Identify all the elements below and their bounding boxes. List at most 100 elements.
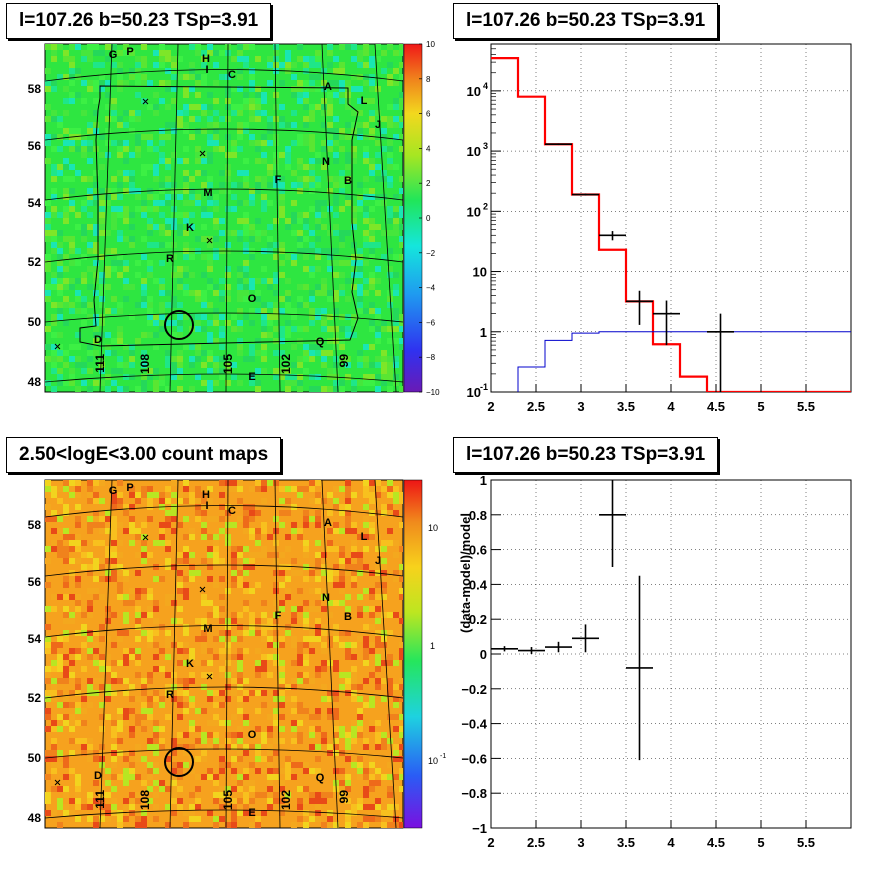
map-pixel — [117, 194, 123, 200]
map-pixel — [153, 242, 159, 248]
map-pixel — [351, 528, 357, 534]
map-pixel — [363, 648, 369, 654]
map-pixel — [63, 792, 69, 798]
map-pixel — [171, 266, 177, 272]
map-pixel — [339, 576, 345, 582]
map-pixel — [99, 86, 105, 92]
map-pixel — [297, 720, 303, 726]
map-pixel — [117, 492, 123, 498]
map-pixel — [243, 272, 249, 278]
map-pixel — [159, 326, 165, 332]
map-pixel — [279, 188, 285, 194]
map-pixel — [153, 762, 159, 768]
map-pixel — [183, 182, 189, 188]
map-pixel — [219, 374, 225, 380]
map-pixel — [87, 44, 93, 50]
map-pixel — [249, 68, 255, 74]
map-pixel — [51, 690, 57, 696]
map-pixel — [81, 134, 87, 140]
map-pixel — [315, 344, 321, 350]
map-pixel — [135, 110, 141, 116]
map-pixel — [321, 594, 327, 600]
map-pixel — [333, 564, 339, 570]
map-pixel — [327, 290, 333, 296]
map-pixel — [147, 164, 153, 170]
map-pixel — [267, 128, 273, 134]
map-pixel — [219, 368, 225, 374]
map-pixel — [369, 606, 375, 612]
map-pixel — [75, 792, 81, 798]
map-pixel — [105, 92, 111, 98]
map-pixel — [297, 660, 303, 666]
map-pixel — [45, 672, 51, 678]
map-pixel — [315, 104, 321, 110]
map-pixel — [315, 624, 321, 630]
map-pixel — [153, 164, 159, 170]
map-pixel — [57, 750, 63, 756]
map-pixel — [291, 720, 297, 726]
map-pixel — [81, 804, 87, 810]
map-pixel — [345, 356, 351, 362]
map-pixel — [117, 62, 123, 68]
map-pixel — [219, 624, 225, 630]
map-pixel — [309, 188, 315, 194]
y-tick-label: 52 — [28, 691, 42, 705]
map-pixel — [387, 480, 393, 486]
map-pixel — [111, 678, 117, 684]
map-pixel — [261, 552, 267, 558]
map-pixel — [387, 218, 393, 224]
x-tick-label: 105 — [221, 354, 235, 374]
map-pixel — [243, 768, 249, 774]
map-pixel — [201, 528, 207, 534]
map-pixel — [225, 164, 231, 170]
map-pixel — [387, 738, 393, 744]
map-pixel — [93, 50, 99, 56]
map-pixel — [267, 302, 273, 308]
map-pixel — [273, 630, 279, 636]
map-pixel — [141, 200, 147, 206]
map-pixel — [393, 570, 399, 576]
map-pixel — [375, 684, 381, 690]
map-pixel — [357, 272, 363, 278]
map-pixel — [327, 576, 333, 582]
source-label-c: C — [228, 505, 236, 517]
map-pixel — [165, 56, 171, 62]
map-pixel — [51, 492, 57, 498]
map-pixel — [165, 224, 171, 230]
map-pixel — [261, 768, 267, 774]
map-pixel — [153, 606, 159, 612]
map-pixel — [315, 816, 321, 822]
map-pixel — [195, 660, 201, 666]
map-pixel — [207, 612, 213, 618]
map-pixel — [321, 648, 327, 654]
map-pixel — [279, 206, 285, 212]
map-pixel — [231, 732, 237, 738]
map-pixel — [75, 170, 81, 176]
map-pixel — [87, 528, 93, 534]
map-pixel — [309, 480, 315, 486]
map-pixel — [351, 56, 357, 62]
map-pixel — [225, 296, 231, 302]
map-pixel — [339, 290, 345, 296]
source-label-d: D — [94, 334, 102, 346]
map-pixel — [81, 176, 87, 182]
map-pixel — [99, 804, 105, 810]
map-pixel — [267, 236, 273, 242]
map-pixel — [165, 218, 171, 224]
colorbar-label: −8 — [426, 353, 436, 362]
map-pixel — [63, 486, 69, 492]
map-pixel — [387, 206, 393, 212]
map-pixel — [57, 678, 63, 684]
map-pixel — [81, 206, 87, 212]
y-tick-label: 0.4 — [469, 577, 488, 592]
map-pixel — [267, 756, 273, 762]
map-pixel — [69, 368, 75, 374]
map-pixel — [135, 528, 141, 534]
map-pixel — [393, 714, 399, 720]
map-pixel — [171, 356, 177, 362]
map-pixel — [285, 546, 291, 552]
map-pixel — [399, 498, 403, 504]
map-pixel — [189, 272, 195, 278]
map-pixel — [87, 804, 93, 810]
map-pixel — [219, 690, 225, 696]
